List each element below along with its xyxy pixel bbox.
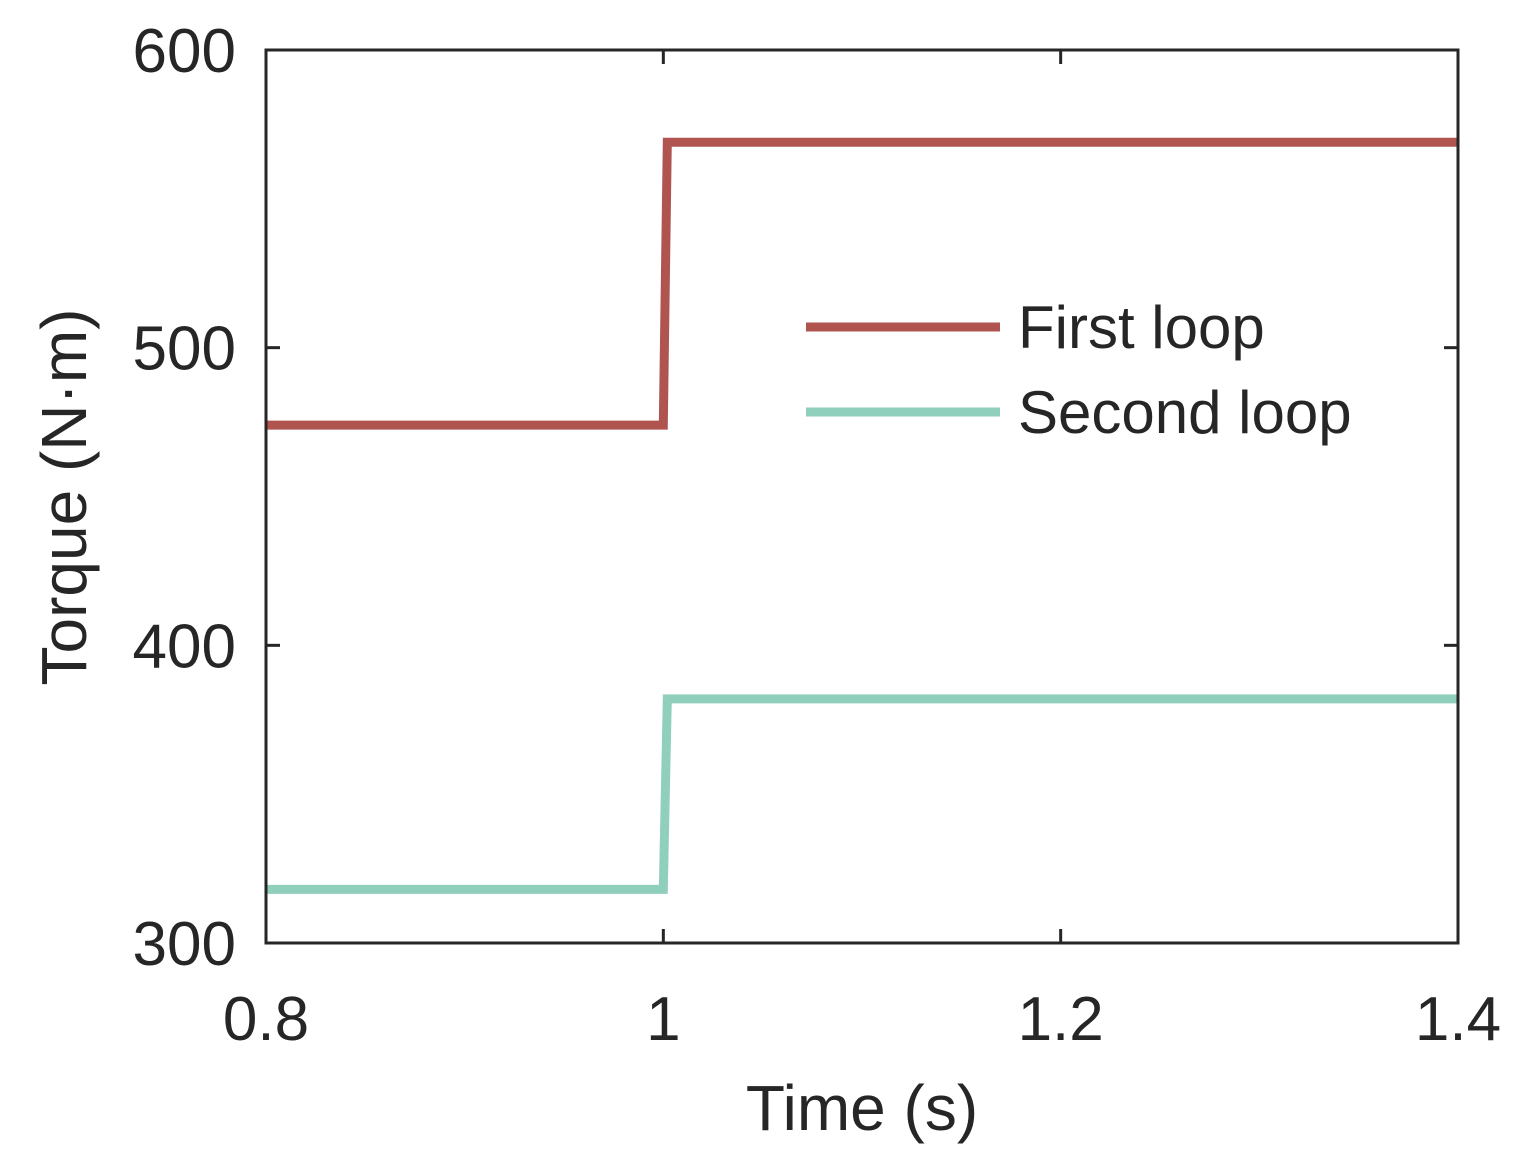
legend: First loop Second loop: [806, 294, 1352, 446]
x-tick-label: 1.2: [1018, 985, 1104, 1054]
x-tick-label: 0.8: [223, 985, 309, 1054]
y-tick-label: 500: [133, 315, 236, 384]
series-line-2: [266, 694, 1458, 894]
x-tick-label: 1.4: [1415, 985, 1501, 1054]
y-tick-label: 400: [133, 612, 236, 681]
legend-label-1: First loop: [1018, 294, 1265, 361]
legend-label-2: Second loop: [1018, 379, 1352, 446]
x-axis-label: Time (s): [746, 1072, 978, 1144]
x-tick-label: 1: [646, 985, 680, 1054]
y-tick-labels: 300 400 500 600: [133, 17, 236, 979]
y-axis-label: Torque (N·m): [28, 309, 100, 686]
series-line-1: [266, 137, 1458, 430]
y-tick-label: 300: [133, 910, 236, 979]
plot-frame: [264, 48, 1460, 945]
axis-ticks: [264, 48, 1460, 945]
series-lines: [266, 137, 1458, 894]
y-tick-label: 600: [133, 17, 236, 86]
x-tick-labels: 0.8 1 1.2 1.4: [223, 985, 1501, 1054]
